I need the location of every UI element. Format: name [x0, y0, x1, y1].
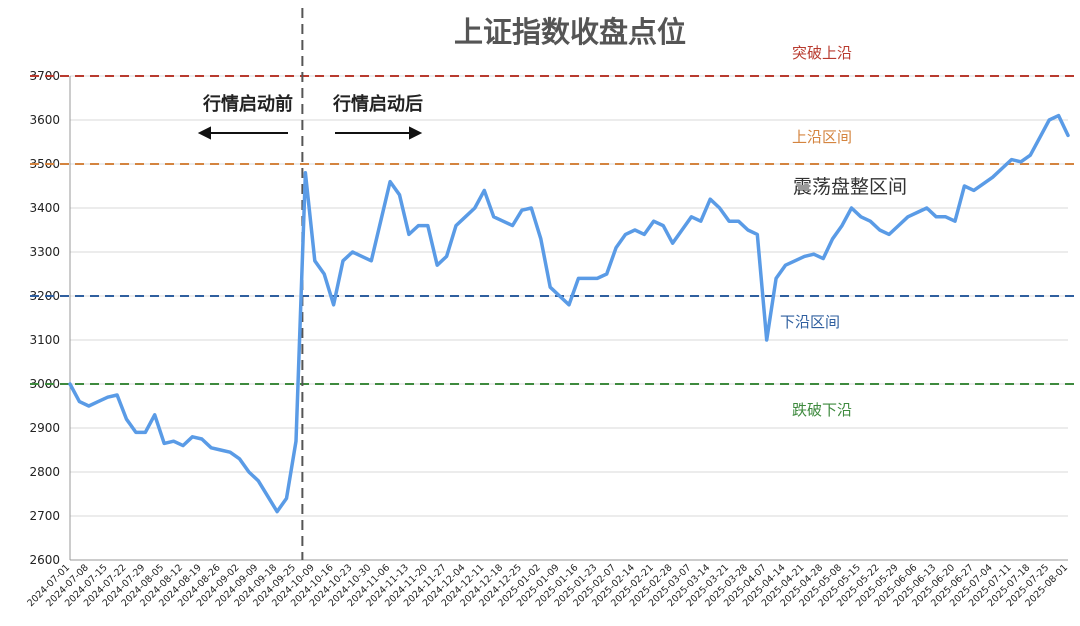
- line-series: [68, 113, 1070, 514]
- y-tick-label: 3200: [29, 289, 60, 303]
- y-tick-label: 3700: [29, 69, 60, 83]
- reference-label: 跌破下沿: [792, 401, 852, 419]
- arrows: [197, 126, 423, 140]
- y-tick-label: 3300: [29, 245, 60, 259]
- reference-label: 上沿区间: [792, 128, 852, 146]
- y-tick-label: 3100: [29, 333, 60, 347]
- reference-label: 突破上沿: [792, 44, 852, 62]
- y-tick-label: 3500: [29, 157, 60, 171]
- y-tick-label: 2800: [29, 465, 60, 479]
- y-tick-label: 2600: [29, 553, 60, 567]
- chart-title: 上证指数收盘点位: [454, 15, 686, 49]
- y-tick-label: 3600: [29, 113, 60, 127]
- annotation-before: 行情启动前: [202, 93, 293, 115]
- annotation-range: 震荡盘整区间: [793, 176, 907, 198]
- annotation-after: 行情启动后: [332, 93, 423, 115]
- y-tick-label: 2900: [29, 421, 60, 435]
- y-tick-label: 2700: [29, 509, 60, 523]
- reference-label: 下沿区间: [780, 313, 840, 331]
- y-tick-label: 3400: [29, 201, 60, 215]
- y-tick-label: 3000: [29, 377, 60, 391]
